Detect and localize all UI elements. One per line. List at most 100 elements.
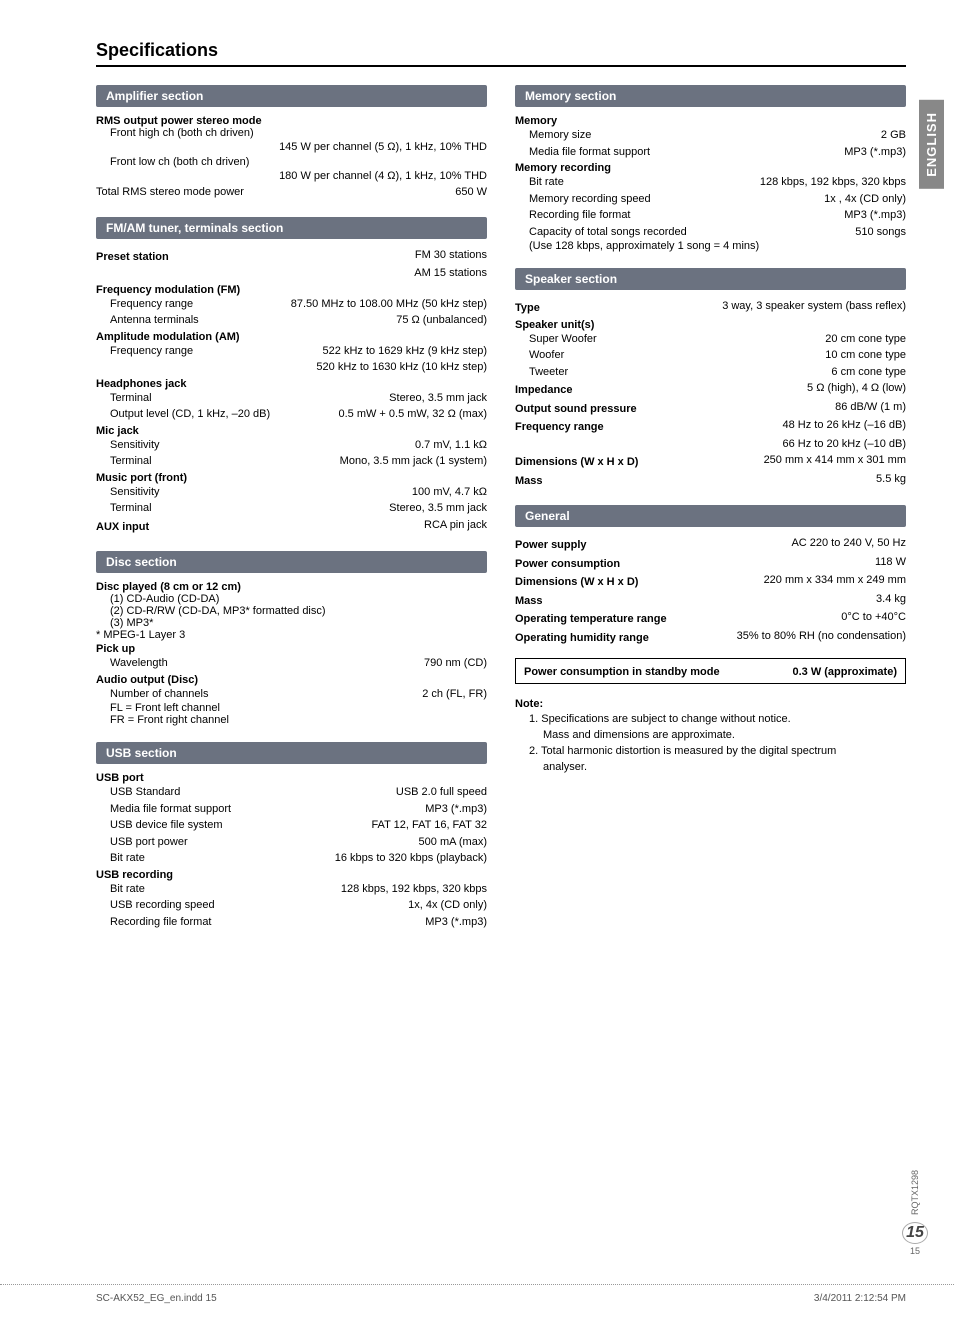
spec-text: (3) MP3*: [96, 617, 487, 629]
content-columns: Amplifier section RMS output power stere…: [96, 85, 906, 946]
spec-subhead: USB recording: [96, 869, 487, 881]
spec-value: 180 W per channel (4 Ω), 1 kHz, 10% THD: [279, 168, 487, 185]
spec-value: 0.3 W (approximate): [792, 666, 897, 678]
spec-value: RCA pin jack: [424, 517, 487, 536]
section-header: FM/AM tuner, terminals section: [96, 217, 487, 239]
spec-label: Front low ch (both ch driven): [96, 156, 487, 168]
spec-value: Stereo, 3.5 mm jack: [389, 500, 487, 517]
spec-label: Mass: [515, 593, 551, 610]
spec-label: Front high ch (both ch driven): [96, 127, 487, 139]
usb-section: USB section USB port USB StandardUSB 2.0…: [96, 742, 487, 930]
spec-value: 520 kHz to 1630 kHz (10 kHz step): [316, 359, 487, 376]
spec-label: Output sound pressure: [515, 401, 645, 418]
spec-label: USB device file system: [110, 817, 230, 834]
spec-value: 16 kbps to 320 kbps (playback): [335, 850, 487, 867]
spec-subhead: Frequency modulation (FM): [96, 284, 487, 296]
spec-value: 0.5 mW + 0.5 mW, 32 Ω (max): [338, 406, 487, 423]
section-header: Amplifier section: [96, 85, 487, 107]
footer: SC-AKX52_EG_en.indd 15 3/4/2011 2:12:54 …: [0, 1284, 954, 1304]
spec-label: Sensitivity: [110, 484, 168, 501]
spec-value: 1x , 4x (CD only): [824, 191, 906, 208]
spec-label: Number of channels: [110, 686, 216, 703]
spec-label: Type: [515, 300, 548, 317]
spec-subhead: RMS output power stereo mode: [96, 115, 487, 127]
spec-value: 790 nm (CD): [424, 655, 487, 672]
note-title: Note:: [515, 698, 906, 710]
spec-value: 48 Hz to 26 kHz (–16 dB): [782, 417, 906, 436]
spec-value: 35% to 80% RH (no condensation): [737, 628, 906, 647]
spec-value: 0°C to +40°C: [841, 609, 906, 628]
page-number-small: 15: [902, 1246, 928, 1256]
spec-label: Terminal: [110, 390, 160, 407]
spec-subhead: Headphones jack: [96, 378, 487, 390]
spec-value: MP3 (*.mp3): [425, 801, 487, 818]
spec-value: 220 mm x 334 mm x 249 mm: [764, 572, 906, 591]
spec-label: Tweeter: [529, 364, 576, 381]
spec-label: Media file format support: [110, 801, 239, 818]
spec-label: Antenna terminals: [110, 312, 207, 329]
spec-label: USB recording speed: [110, 897, 223, 914]
general-section: General Power supply AC 220 to 240 V, 50 …: [515, 505, 906, 776]
spec-label: Operating humidity range: [515, 630, 657, 647]
spec-label: AUX input: [96, 519, 157, 536]
note-item: 1. Specifications are subject to change …: [529, 712, 906, 728]
note-item: Mass and dimensions are approximate.: [529, 728, 906, 744]
spec-value: 3 way, 3 speaker system (bass reflex): [722, 298, 906, 317]
section-header: Disc section: [96, 551, 487, 573]
spec-value: 5.5 kg: [876, 471, 906, 490]
speaker-section: Speaker section Type3 way, 3 speaker sys…: [515, 268, 906, 489]
right-column: Memory section Memory Memory size 2 GB Me…: [515, 85, 906, 946]
standby-box: Power consumption in standby mode 0.3 W …: [515, 658, 906, 684]
spec-text: (1) CD-Audio (CD-DA): [96, 593, 487, 605]
spec-value: 66 Hz to 20 kHz (–10 dB): [782, 436, 906, 453]
spec-value: Stereo, 3.5 mm jack: [389, 390, 487, 407]
spec-label: Frequency range: [110, 296, 201, 313]
spec-value: FM 30 stations: [415, 247, 487, 266]
spec-value: MP3 (*.mp3): [844, 207, 906, 224]
spec-subhead: Mic jack: [96, 425, 487, 437]
spec-label: Recording file format: [529, 207, 639, 224]
section-header: USB section: [96, 742, 487, 764]
spec-value: MP3 (*.mp3): [425, 914, 487, 931]
spec-value: MP3 (*.mp3): [844, 144, 906, 161]
spec-label: Power supply: [515, 537, 595, 554]
spec-value: AC 220 to 240 V, 50 Hz: [791, 535, 906, 554]
spec-label: Super Woofer: [529, 331, 605, 348]
section-header: General: [515, 505, 906, 527]
spec-label: Memory size: [529, 127, 599, 144]
section-header: Memory section: [515, 85, 906, 107]
spec-label: Dimensions (W x H x D): [515, 574, 646, 591]
spec-label: Sensitivity: [110, 437, 168, 454]
left-column: Amplifier section RMS output power stere…: [96, 85, 487, 946]
spec-value: 2 GB: [881, 127, 906, 144]
spec-value: 86 dB/W (1 m): [835, 399, 906, 418]
spec-subhead: Memory: [515, 115, 906, 127]
spec-label: Memory recording speed: [529, 191, 659, 208]
spec-label: Operating temperature range: [515, 611, 675, 628]
footer-left: SC-AKX52_EG_en.indd 15: [96, 1293, 217, 1304]
spec-label: Power consumption in standby mode: [524, 666, 720, 678]
spec-subhead: Memory recording: [515, 162, 906, 174]
spec-value: 500 mA (max): [419, 834, 487, 851]
spec-label: Bit rate: [110, 881, 153, 898]
spec-label: Bit rate: [529, 174, 572, 191]
spec-label: Terminal: [110, 453, 160, 470]
spec-value: 10 cm cone type: [825, 347, 906, 364]
spec-value: 650 W: [455, 184, 487, 201]
spec-value: 3.4 kg: [876, 591, 906, 610]
side-tab: ENGLISH: [919, 100, 944, 189]
spec-value: AM 15 stations: [414, 265, 487, 282]
spec-value: 510 songs: [855, 224, 906, 241]
spec-label: Impedance: [515, 382, 580, 399]
spec-label: Preset station: [96, 249, 177, 266]
page-title: Specifications: [96, 40, 906, 61]
spec-label: Dimensions (W x H x D): [515, 454, 646, 471]
spec-value: 87.50 MHz to 108.00 MHz (50 kHz step): [291, 296, 487, 313]
spec-label: Bit rate: [110, 850, 153, 867]
spec-label: Media file format support: [529, 144, 658, 161]
page-number-large: 15: [902, 1222, 928, 1244]
note-item: analyser.: [529, 760, 906, 776]
spec-text: FR = Front right channel: [96, 714, 487, 726]
spec-subhead: Amplitude modulation (AM): [96, 331, 487, 343]
disc-section: Disc section Disc played (8 cm or 12 cm)…: [96, 551, 487, 726]
